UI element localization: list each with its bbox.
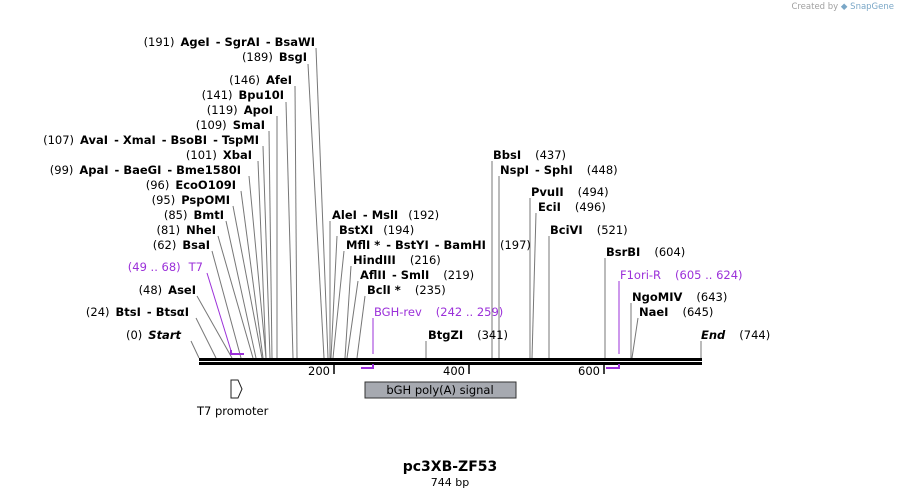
plasmid-length: 744 bp bbox=[430, 476, 470, 489]
site-label-avai: (107) AvaI - XmaI - BsoBI - TspMI bbox=[43, 133, 259, 147]
connector-afei bbox=[294, 85, 298, 359]
connector-nhei bbox=[217, 235, 254, 359]
site-label-bstxi: BstXI (194) bbox=[339, 223, 414, 237]
connector-ecii bbox=[531, 212, 537, 359]
axis-ticks: 200 400 600 bbox=[308, 364, 605, 378]
primer-name-f1orir: F1ori-R bbox=[620, 268, 661, 282]
site-label-pvuii: PvuII (494) bbox=[531, 185, 609, 199]
site-label-aflii: AflII - SmlI (219) bbox=[360, 268, 474, 282]
site-label-ecoo109i: (96) EcoO109I bbox=[146, 178, 236, 192]
primer-connectors bbox=[206, 272, 620, 355]
axis-tick-label-400: 400 bbox=[443, 364, 465, 378]
site-label-bpu10i: (141) Bpu10I bbox=[202, 88, 284, 102]
site-label-apai: (99) ApaI - BaeGI - Bme1580I bbox=[50, 163, 241, 177]
site-label-bsai: (62) BsaI bbox=[153, 238, 210, 252]
connector-aflii bbox=[346, 280, 359, 359]
site-connectors bbox=[190, 47, 702, 359]
connector-pspomi bbox=[232, 205, 263, 359]
backbone-top-strand bbox=[199, 358, 702, 361]
site-label-start: (0) Start bbox=[126, 328, 182, 342]
axis-tick-label-200: 200 bbox=[308, 364, 330, 378]
primer-name-bghrev: BGH-rev bbox=[374, 305, 422, 319]
site-label-btgzi: BtgZI (341) bbox=[428, 328, 508, 342]
connector-primer-t7 bbox=[206, 272, 233, 355]
axis-tick-label-600: 600 bbox=[578, 364, 600, 378]
site-label-bsgi: (189) BsgI bbox=[242, 50, 307, 64]
site-label-pspomi: (95) PspOMI bbox=[152, 193, 230, 207]
connector-bsgi bbox=[307, 63, 325, 359]
site-label-ecii: EciI (496) bbox=[538, 200, 606, 214]
primer-mark-bghrev bbox=[361, 364, 374, 369]
connector-bcli bbox=[356, 295, 366, 359]
site-label-bcivi: BciVI (521) bbox=[550, 223, 628, 237]
connector-smai bbox=[268, 130, 273, 359]
snapgene-logo-icon: ◆ bbox=[840, 2, 848, 12]
created-by-credit: Created by ◆ SnapGene bbox=[791, 2, 894, 12]
site-label-end: End (744) bbox=[701, 328, 770, 342]
connector-naei bbox=[631, 317, 639, 359]
feature-label-bgh-polya-signal: bGH poly(A) signal bbox=[386, 383, 493, 397]
plasmid-title: pc3XB-ZF53 bbox=[402, 459, 498, 475]
connector-mfli bbox=[332, 250, 345, 359]
site-label-xbai: (101) XbaI bbox=[186, 148, 252, 162]
primer-name-t7: T7 bbox=[188, 260, 203, 274]
credit-brand: SnapGene bbox=[850, 2, 894, 12]
connector-agei bbox=[315, 47, 329, 359]
site-label-agei: (191) AgeI - SgrAI - BsaWI bbox=[144, 35, 315, 49]
site-label-afei: (146) AfeI bbox=[229, 73, 292, 87]
connector-start bbox=[190, 340, 200, 359]
connector-bstxi bbox=[330, 235, 338, 359]
primer-range-f1orir: (605 .. 624) bbox=[675, 268, 743, 282]
connector-ecoo109i bbox=[240, 190, 264, 359]
site-label-apoi: (119) ApoI bbox=[207, 103, 273, 117]
site-label-bsrbi: BsrBI (604) bbox=[606, 245, 685, 259]
primer-label-f1orir: F1ori-R (605 .. 624) bbox=[620, 268, 743, 282]
site-label-nhei: (81) NheI bbox=[157, 223, 217, 237]
connector-asei bbox=[196, 295, 233, 359]
connector-bpu10i bbox=[285, 101, 294, 359]
connector-xbai bbox=[257, 160, 267, 359]
site-label-bmti: (85) BmtI bbox=[164, 208, 224, 222]
connector-btsi bbox=[195, 317, 217, 359]
primer-range-t7: (49 .. 68) bbox=[128, 260, 181, 274]
site-label-mfli: MflI * - BstYI - BamHI (197) bbox=[346, 238, 531, 252]
site-label-naei: NaeI (645) bbox=[639, 305, 713, 319]
right-site-labels: AleI - MslI (192) BstXI (194) MflI * - BstYI… bbox=[332, 148, 770, 342]
site-label-bcli: BclI * (235) bbox=[367, 283, 446, 297]
primer-mark-f1orir bbox=[606, 364, 620, 369]
site-label-nspi: NspI - SphI (448) bbox=[500, 163, 618, 177]
backbone-bottom-strand bbox=[199, 362, 702, 365]
site-label-ngomiv: NgoMIV (643) bbox=[632, 290, 727, 304]
primer-labels: (49 .. 68) T7 BGH-rev (242 .. 259) F1ori-R… bbox=[128, 260, 743, 319]
site-label-alei: AleI - MslI (192) bbox=[332, 208, 439, 222]
feature-label-t7-promoter: T7 promoter bbox=[196, 404, 269, 418]
connector-bsai bbox=[211, 250, 242, 359]
site-label-hindiii: HindIII (216) bbox=[353, 253, 441, 267]
primer-mark-t7 bbox=[230, 350, 244, 355]
connector-apai bbox=[248, 175, 267, 359]
features: T7 promoter bGH poly(A) signal bbox=[196, 379, 517, 418]
site-label-smai: (109) SmaI bbox=[196, 118, 265, 132]
left-site-labels: (191) AgeI - SgrAI - BsaWI (189) BsgI (146) A… bbox=[43, 35, 315, 342]
primer-label-t7: (49 .. 68) T7 bbox=[128, 260, 203, 274]
primer-marks bbox=[230, 350, 620, 369]
connector-hindiii bbox=[344, 265, 352, 359]
t7-promoter-arrow-icon bbox=[230, 379, 243, 399]
feature-bgh-polya-signal bbox=[364, 381, 517, 399]
credit-prefix: Created by bbox=[791, 2, 839, 12]
site-label-asei: (48) AseI bbox=[139, 283, 196, 297]
sequence-backbone bbox=[199, 358, 702, 365]
primer-range-bghrev: (242 .. 259) bbox=[436, 305, 504, 319]
site-label-btsi: (24) BtsI - BtsαI bbox=[86, 305, 189, 319]
connector-avai bbox=[262, 145, 271, 359]
site-label-bbsi: BbsI (437) bbox=[493, 148, 566, 162]
primer-label-bghrev: BGH-rev (242 .. 259) bbox=[374, 305, 503, 319]
connector-bmti bbox=[225, 220, 257, 359]
